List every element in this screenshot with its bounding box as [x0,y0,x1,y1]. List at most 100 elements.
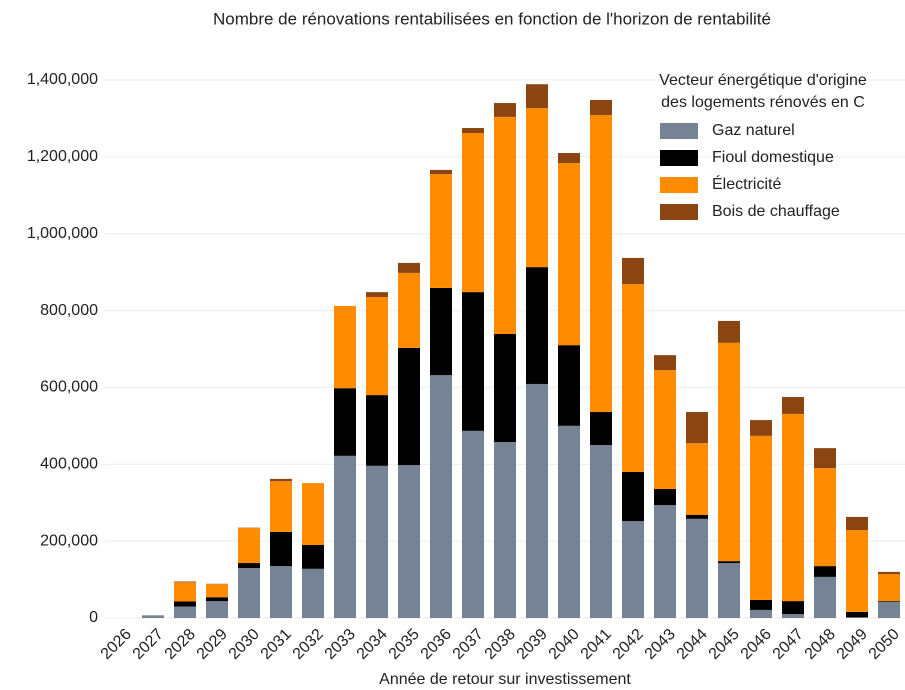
bar-segment [878,574,900,602]
bar-segment [718,342,740,562]
bar-segment [206,584,228,598]
x-tick-label: 2040 [546,626,583,663]
bar-segment [462,292,484,431]
bar-segment [718,563,740,618]
bar-segment [814,576,836,618]
legend-swatch [660,123,698,139]
x-tick-label: 2037 [450,626,487,663]
x-tick-label: 2044 [674,626,711,663]
bar-segment [526,267,548,384]
bar-segment [750,420,772,436]
bar-segment [238,528,260,564]
bar-segment [686,412,708,444]
x-tick-label: 2043 [642,626,679,663]
bar-segment [846,617,868,618]
legend-swatch [660,204,698,220]
bar-segment [526,108,548,268]
bar-segment [718,320,740,343]
bar-segment [558,425,580,618]
bar-segment [206,601,228,618]
bar-segment [590,412,612,446]
bar-segment [846,529,868,612]
bar-segment [398,347,420,466]
bar-segment [782,413,804,602]
bar-segment [590,114,612,413]
y-tick-label: 200,000 [40,532,98,549]
x-tick-label: 2046 [738,626,775,663]
bar-segment [846,611,868,618]
x-tick-label: 2049 [834,626,871,663]
x-tick-label: 2042 [610,626,647,663]
bar-segment [494,103,516,117]
bar-segment [590,445,612,618]
x-tick-label: 2039 [514,626,551,663]
bar-segment [366,395,388,466]
bar-segment [302,544,324,569]
bar-segment [526,383,548,618]
legend-title: Vecteur énergétique d'origine [659,72,867,89]
bar-segment [334,305,356,389]
bar-segment [174,582,196,602]
bar-segment [814,448,836,469]
bar-segment [270,481,292,532]
bar-segment [430,375,452,618]
bar-segment [750,599,772,610]
x-tick-label: 2034 [354,626,391,663]
legend-label: Bois de chauffage [712,203,840,220]
legend-title: des logements rénovés en C [661,94,865,111]
bar-segment [686,515,708,519]
x-tick-label: 2031 [258,626,295,663]
legend-label: Fioul domestique [712,149,834,166]
y-tick-label: 800,000 [40,302,98,319]
bar-segment [366,292,388,298]
bar-segment [878,571,900,575]
bar-segment [814,468,836,567]
bar-segment [654,370,676,489]
y-tick-label: 600,000 [40,379,98,396]
x-tick-label: 2036 [418,626,455,663]
bar-segment [686,443,708,516]
bar-segment [622,257,644,285]
bar-segment [142,615,164,618]
bar-segment [654,488,676,506]
bar-segment [846,516,868,530]
bar-segment [878,601,900,618]
x-tick-label: 2050 [866,626,903,663]
bar-segment [558,345,580,426]
bar-segment [462,133,484,293]
x-tick-label: 2027 [130,626,167,663]
bar-segment [654,505,676,618]
x-tick-label: 2030 [226,626,263,663]
bar-segment [238,568,260,618]
x-tick-label: 2032 [290,626,327,663]
bar-segment [366,297,388,396]
bar-segment [174,606,196,618]
bar-segment [430,287,452,376]
y-tick-label: 0 [89,609,98,626]
bar-segment [494,441,516,618]
bar-segment [302,568,324,618]
x-axis-title: Année de retour sur investissement [379,671,631,688]
bar-segment [654,355,676,371]
bar-segment [270,531,292,567]
bar-segment [782,397,804,414]
bar-segment [206,597,228,602]
x-tick-label: 2035 [386,626,423,663]
bar-segment [750,609,772,618]
legend-label: Électricité [712,174,781,193]
y-tick-label: 400,000 [40,456,98,473]
bar-segment [398,262,420,273]
x-tick-label: 2041 [578,626,615,663]
y-tick-label: 1,400,000 [27,71,98,88]
bar-segment [462,128,484,134]
bar-segment [398,272,420,348]
bar-segment [238,563,260,569]
x-tick-label: 2047 [770,626,807,663]
bar-segment [526,84,548,109]
bar-segment [398,465,420,618]
bar-segment [174,601,196,607]
bar-segment [430,174,452,288]
bar-segment [302,483,324,545]
bar-segment [558,163,580,346]
